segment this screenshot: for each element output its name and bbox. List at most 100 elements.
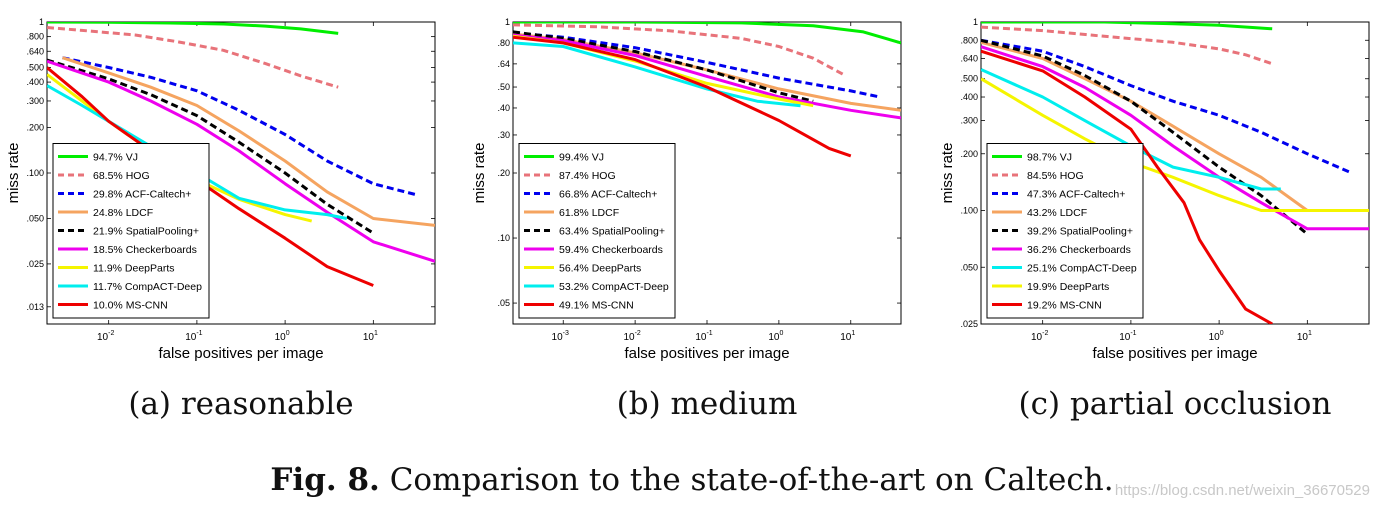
legend-entry: 10.0% MS-CNN bbox=[93, 300, 168, 312]
y-tick-label: .64 bbox=[497, 59, 510, 69]
series-line-vj bbox=[513, 22, 901, 45]
x-tick-exponent: -1 bbox=[706, 330, 712, 337]
x-tick-exponent: 0 bbox=[286, 330, 290, 337]
y-tick-label: .300 bbox=[960, 116, 978, 126]
series-line-acf-caltech- bbox=[62, 56, 416, 196]
x-tick-label: 10-1 bbox=[185, 330, 202, 343]
legend-entry: 47.3% ACF-Caltech+ bbox=[1027, 189, 1125, 201]
x-tick-label: 10-1 bbox=[1119, 330, 1136, 343]
legend-entry: 39.2% SpatialPooling+ bbox=[1027, 226, 1133, 238]
figure-caption-text: Comparison to the state-of-the-art on Ca… bbox=[389, 462, 1114, 498]
series-line-vj bbox=[47, 22, 339, 35]
legend-entry: 53.2% CompACT-Deep bbox=[559, 281, 669, 293]
y-tick-label: .300 bbox=[26, 96, 44, 106]
legend-entry: 11.9% DeepParts bbox=[93, 263, 175, 275]
y-tick-label: .800 bbox=[26, 32, 44, 42]
x-tick-exponent: 0 bbox=[1220, 330, 1224, 337]
y-tick-label: 1 bbox=[505, 17, 510, 27]
y-tick-label: .20 bbox=[497, 168, 510, 178]
legend-entry: 24.8% LDCF bbox=[93, 207, 153, 219]
chart-subtitle: (b) medium bbox=[617, 386, 798, 422]
x-tick-label: 101 bbox=[1297, 330, 1312, 343]
y-tick-label: .50 bbox=[497, 82, 510, 92]
y-tick-label: .200 bbox=[26, 123, 44, 133]
legend-entry: 11.7% CompACT-Deep bbox=[93, 281, 202, 293]
legend-entry: 68.5% HOG bbox=[93, 170, 150, 182]
x-tick-label: 101 bbox=[840, 330, 855, 343]
y-tick-label: .40 bbox=[497, 103, 510, 113]
y-tick-label: .30 bbox=[497, 130, 510, 140]
series-line-ms-cnn bbox=[513, 35, 852, 158]
x-tick-label: 10-3 bbox=[552, 330, 569, 343]
x-tick-exponent: 1 bbox=[851, 330, 855, 337]
series-line-checkerboards bbox=[47, 59, 435, 263]
series-line-acf-caltech- bbox=[981, 38, 1350, 174]
series-line-vj bbox=[981, 22, 1273, 31]
x-tick-label: 10-2 bbox=[1031, 330, 1048, 343]
legend-entry: 63.4% SpatialPooling+ bbox=[559, 226, 665, 238]
y-tick-label: .025 bbox=[26, 259, 44, 269]
y-tick-label: .100 bbox=[26, 168, 44, 178]
y-tick-label: .640 bbox=[26, 46, 44, 56]
y-tick-label: .80 bbox=[497, 38, 510, 48]
x-tick-label: 10-2 bbox=[623, 330, 640, 343]
chart-a-svg: 1 .800 .640 .500 .400 .300 .200 .100 .050 .025 .01… bbox=[5, 17, 436, 422]
x-tick-exponent: 0 bbox=[779, 330, 783, 337]
x-tick-label: 10-1 bbox=[695, 330, 712, 343]
series-line-hog bbox=[513, 23, 845, 77]
x-tick-label: 100 bbox=[275, 330, 290, 343]
series-line-spatialpooling- bbox=[981, 38, 1309, 236]
x-tick-exponent: -2 bbox=[1042, 330, 1048, 337]
y-tick-label: .500 bbox=[960, 74, 978, 84]
legend-entry: 99.4% VJ bbox=[559, 152, 604, 164]
x-axis-label: false positives per image bbox=[1092, 345, 1257, 362]
chart-panel-c: 1.800.640.500.400.300.200.100.050.025 10-… bbox=[934, 0, 1384, 440]
x-tick-label: 101 bbox=[363, 330, 378, 343]
y-tick-label: .800 bbox=[960, 35, 978, 45]
y-tick-label: 1 bbox=[39, 17, 44, 27]
series-line-hog bbox=[981, 25, 1273, 66]
x-tick-exponent: -2 bbox=[108, 330, 114, 337]
y-tick-label: .050 bbox=[960, 262, 978, 272]
x-tick-label: 100 bbox=[1209, 330, 1224, 343]
y-axis-label: miss rate bbox=[5, 143, 22, 204]
legend-entry: 25.1% CompACT-Deep bbox=[1027, 263, 1137, 275]
chart-panel-a: 1 .800 .640 .500 .400 .300 .200 .100 .050 .025 .01… bbox=[0, 0, 450, 440]
figure-caption: Fig. 8. Comparison to the state-of-the-a… bbox=[0, 462, 1384, 498]
series-line-hog bbox=[47, 26, 339, 89]
x-tick-label: 100 bbox=[768, 330, 783, 343]
legend-entry: 49.1% MS-CNN bbox=[559, 300, 634, 312]
y-tick-label: .640 bbox=[960, 54, 978, 64]
series-line-checkerboards bbox=[981, 45, 1369, 231]
legend-entry: 36.2% Checkerboards bbox=[1027, 244, 1131, 256]
legend-entry: 59.4% Checkerboards bbox=[559, 244, 663, 256]
series-line-compact-deep bbox=[981, 68, 1281, 191]
legend-entry: 56.4% DeepParts bbox=[559, 263, 641, 275]
y-tick-label: .400 bbox=[26, 77, 44, 87]
x-tick-exponent: -3 bbox=[563, 330, 569, 337]
chart-c-svg: 1.800.640.500.400.300.200.100.050.02510-… bbox=[939, 17, 1370, 422]
y-tick-label: .013 bbox=[26, 302, 44, 312]
series-line-deepparts bbox=[981, 77, 1369, 212]
legend-entry: 18.5% Checkerboards bbox=[93, 244, 197, 256]
watermark: https://blog.csdn.net/weixin_36670529 bbox=[1114, 482, 1370, 499]
y-tick-label: .400 bbox=[960, 92, 978, 102]
chart-subtitle: (a) reasonable bbox=[128, 386, 353, 422]
y-tick-label: 1 bbox=[973, 17, 978, 27]
legend-entry: 19.9% DeepParts bbox=[1027, 281, 1109, 293]
legend-entry: 94.7% VJ bbox=[93, 152, 138, 164]
legend-entry: 87.4% HOG bbox=[559, 170, 616, 182]
legend-entry: 43.2% LDCF bbox=[1027, 207, 1087, 219]
series-line-ldcf bbox=[62, 56, 435, 227]
x-axis-label: false positives per image bbox=[624, 345, 789, 362]
legend-entry: 61.8% LDCF bbox=[559, 207, 619, 219]
series-group bbox=[513, 22, 901, 158]
legend-entry: 29.8% ACF-Caltech+ bbox=[93, 189, 191, 201]
x-tick-exponent: 1 bbox=[374, 330, 378, 337]
legend-entry: 66.8% ACF-Caltech+ bbox=[559, 189, 657, 201]
y-tick-label: .200 bbox=[960, 149, 978, 159]
series-line-spatialpooling- bbox=[47, 58, 375, 235]
series-line-ldcf bbox=[981, 40, 1369, 212]
figure-label: Fig. 8. bbox=[270, 462, 380, 498]
